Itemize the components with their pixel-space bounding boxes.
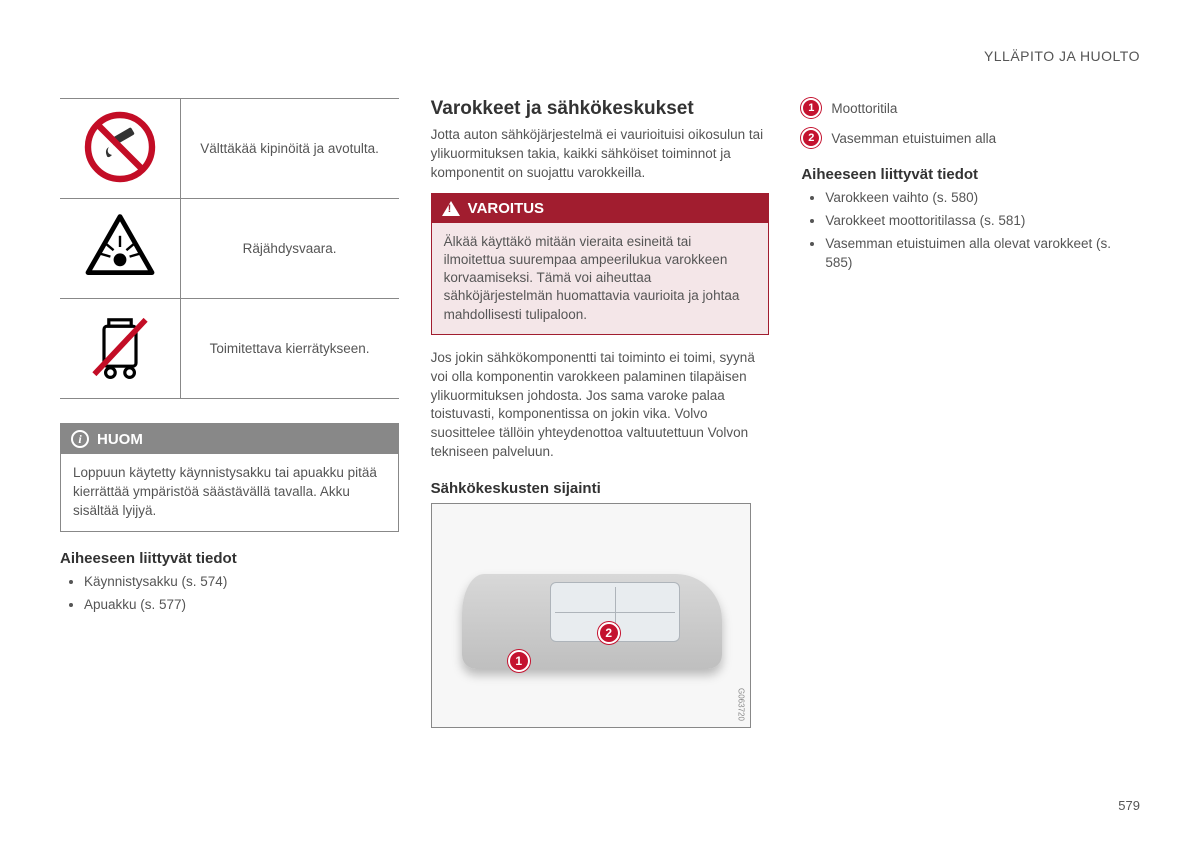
list-item: Apuakku (s. 577) bbox=[84, 596, 399, 615]
section-title: Varokkeet ja sähkökeskukset bbox=[431, 98, 770, 120]
table-row: Räjähdysvaara. bbox=[60, 199, 399, 299]
diagram-marker: 1 bbox=[508, 650, 530, 672]
content-columns: Välttäkää kipinöitä ja avotulta. bbox=[60, 98, 1140, 728]
legend-row: 1 Moottoritila bbox=[801, 98, 1140, 118]
note-header: i HUOM bbox=[61, 424, 398, 454]
legend-label: Vasemman etuistuimen alla bbox=[831, 131, 996, 146]
diagram-heading: Sähkökeskusten sijainti bbox=[431, 480, 770, 497]
symbol-cell bbox=[60, 199, 180, 299]
related-heading: Aiheeseen liittyvät tiedot bbox=[60, 550, 399, 567]
diagram-marker: 2 bbox=[598, 622, 620, 644]
column-3: 1 Moottoritila 2 Vasemman etuistuimen alla … bbox=[801, 98, 1140, 728]
related-list: Varokkeen vaihto (s. 580) Varokkeet moot… bbox=[801, 189, 1140, 273]
intro-text: Jotta auton sähköjärjestelmä ei vaurioit… bbox=[431, 126, 770, 183]
symbol-cell bbox=[60, 99, 180, 199]
fusebox-location-diagram: 1 2 G063720 bbox=[431, 503, 751, 728]
column-1: Välttäkää kipinöitä ja avotulta. bbox=[60, 98, 399, 728]
legend-marker-icon: 2 bbox=[801, 128, 821, 148]
warning-label: VAROITUS bbox=[468, 200, 544, 217]
symbol-cell bbox=[60, 299, 180, 399]
note-body: Loppuun käytetty käynnistysakku tai apua… bbox=[61, 454, 398, 531]
list-item: Vasemman etuistuimen alla olevat varokke… bbox=[825, 235, 1140, 273]
note-label: HUOM bbox=[97, 431, 143, 448]
legend-row: 2 Vasemman etuistuimen alla bbox=[801, 128, 1140, 148]
symbol-text: Välttäkää kipinöitä ja avotulta. bbox=[180, 99, 399, 199]
warning-triangle-icon bbox=[442, 201, 460, 216]
legend-marker-icon: 1 bbox=[801, 98, 821, 118]
legend-label: Moottoritila bbox=[831, 101, 897, 116]
warning-symbol-table: Välttäkää kipinöitä ja avotulta. bbox=[60, 98, 399, 399]
note-box: i HUOM Loppuun käytetty käynnistysakku t… bbox=[60, 423, 399, 532]
warning-box: VAROITUS Älkää käyttäkö mitään vieraita … bbox=[431, 193, 770, 335]
info-icon: i bbox=[71, 430, 89, 448]
page-number: 579 bbox=[1118, 798, 1140, 813]
explosion-icon bbox=[80, 207, 160, 287]
para-2: Jos jokin sähkökomponentti tai toiminto … bbox=[431, 349, 770, 462]
warning-header: VAROITUS bbox=[432, 194, 769, 223]
no-flame-icon bbox=[80, 107, 160, 187]
list-item: Varokkeet moottoritilassa (s. 581) bbox=[825, 212, 1140, 231]
warning-body: Älkää käyttäkö mitään vieraita esineitä … bbox=[432, 223, 769, 334]
page-category: YLLÄPITO JA HUOLTO bbox=[984, 48, 1140, 64]
table-row: Toimitettava kierrätykseen. bbox=[60, 299, 399, 399]
list-item: Varokkeen vaihto (s. 580) bbox=[825, 189, 1140, 208]
column-2: Varokkeet ja sähkökeskukset Jotta auton … bbox=[431, 98, 770, 728]
symbol-text: Räjähdysvaara. bbox=[180, 199, 399, 299]
symbol-text: Toimitettava kierrätykseen. bbox=[180, 299, 399, 399]
related-list: Käynnistysakku (s. 574) Apuakku (s. 577) bbox=[60, 573, 399, 615]
image-code: G063720 bbox=[737, 688, 746, 721]
related-heading: Aiheeseen liittyvät tiedot bbox=[801, 166, 1140, 183]
list-item: Käynnistysakku (s. 574) bbox=[84, 573, 399, 592]
table-row: Välttäkää kipinöitä ja avotulta. bbox=[60, 99, 399, 199]
recycle-bin-icon bbox=[80, 307, 160, 387]
